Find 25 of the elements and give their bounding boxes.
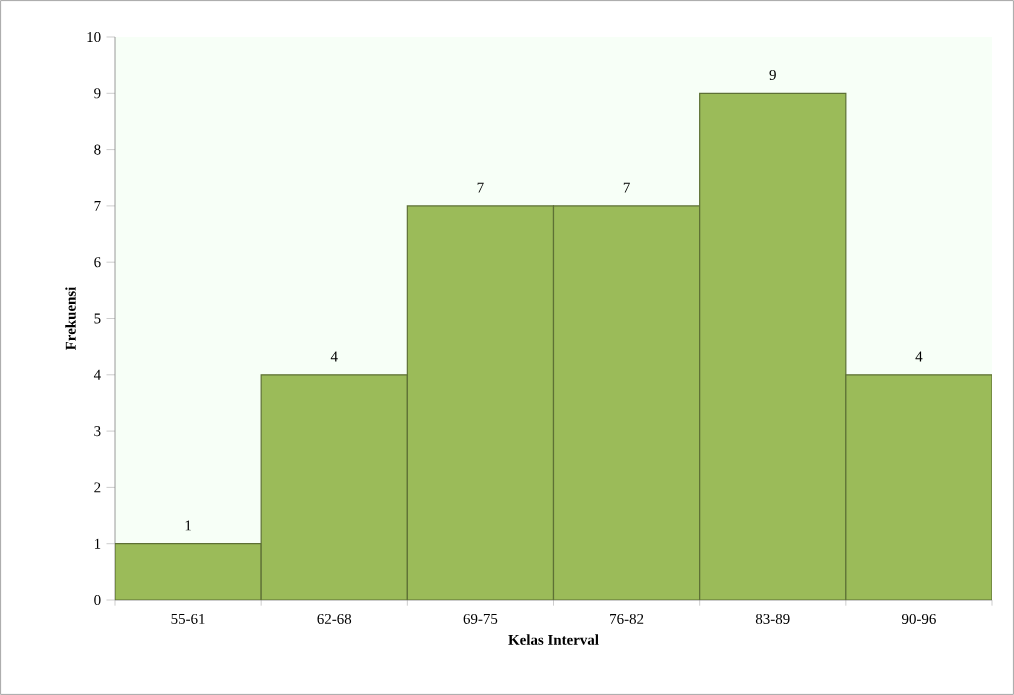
data-label: 7 [477,182,484,193]
y-tick-label: 8 [94,144,101,155]
x-tick-label: 90-96 [901,613,936,624]
data-label: 9 [769,69,776,80]
y-tick-label: 4 [93,369,101,380]
data-label: 4 [330,351,338,362]
x-tick-label: 76-82 [610,613,644,624]
y-tick-label: 2 [94,482,101,493]
y-tick-label: 7 [94,201,101,211]
x-tick-label: 83-89 [755,613,790,624]
y-tick-label: 10 [87,31,101,43]
data-label: 1 [185,520,191,531]
y-tick-label: 0 [94,594,101,606]
x-tick-label: 55-61 [171,613,205,624]
y-tick-label: 1 [94,538,101,549]
x-tick-label: 69-75 [463,613,498,624]
data-label: 7 [623,182,630,193]
y-tick-label: 5 [94,313,101,324]
data-label: 4 [915,351,923,362]
y-tick-label: 9 [94,88,101,99]
x-axis-title: Kelas Interval [508,634,599,645]
y-axis-title: Frekuensi [65,286,76,351]
y-tick-label: 3 [94,426,101,437]
y-tick-label: 6 [94,257,101,268]
x-tick-label: 62-68 [317,613,352,624]
